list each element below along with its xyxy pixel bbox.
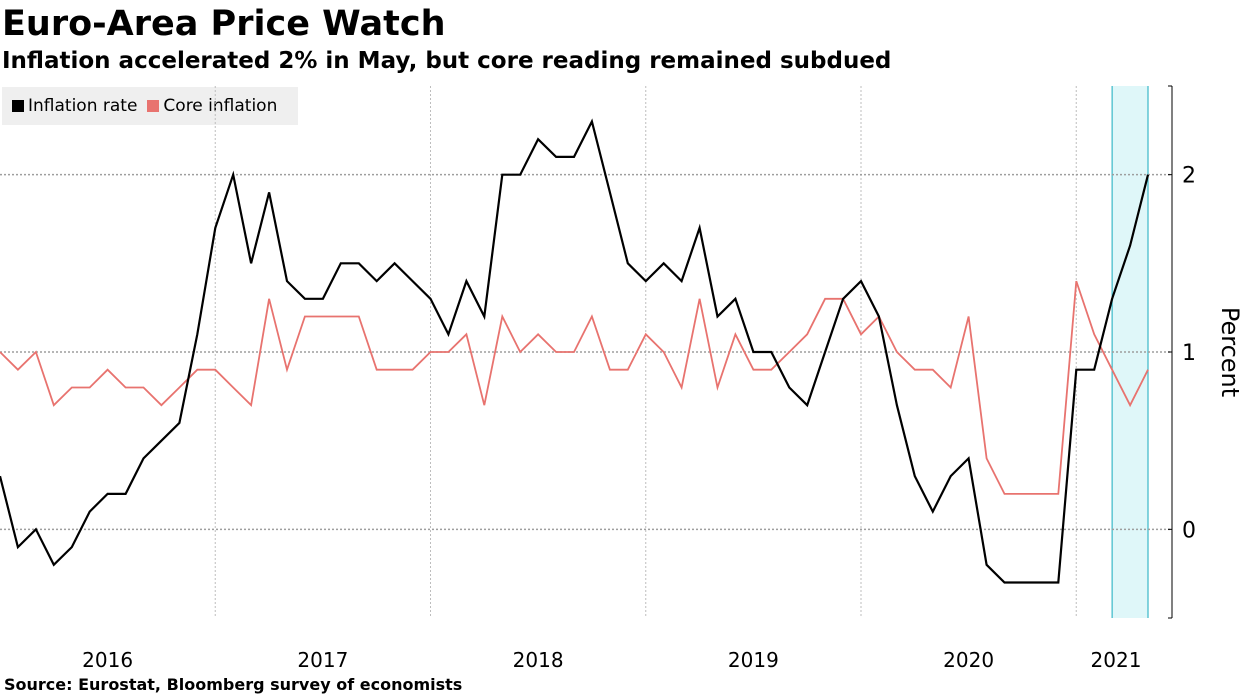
source-note: Source: Eurostat, Bloomberg survey of ec… [4,675,463,694]
chart-subtitle: Inflation accelerated 2% in May, but cor… [2,48,892,74]
series-layer [0,118,1150,584]
x-tick-label: 2018 [513,648,564,672]
legend-item-core-inflation: Core inflation [147,96,277,116]
x-axis: 2016 2017 2018 2019 2020 2021 [82,648,1141,672]
y-axis: 0 1 2 [1168,85,1196,619]
x-tick-label: 2019 [728,648,779,672]
x-tick-label: 2017 [297,648,348,672]
legend-item-inflation-rate: Inflation rate [12,96,137,116]
legend-label-inflation-rate: Inflation rate [28,96,138,116]
y-axis-label: Percent [1216,307,1240,397]
highlight-band [1112,86,1148,618]
legend: Inflation rate Core inflation [2,87,298,125]
series-line-inflation-rate [0,118,1150,584]
legend-swatch-core-inflation [147,100,160,112]
chart-title: Euro-Area Price Watch [2,4,446,44]
grid-layer [0,86,1172,618]
x-tick-label: 2016 [82,648,133,672]
y-tick-label: 2 [1182,164,1196,189]
x-tick-label: 2021 [1091,648,1142,672]
legend-swatch-inflation-rate [12,100,24,112]
x-tick-label: 2020 [943,648,994,672]
series-line-core-inflation [0,280,1149,495]
legend-label-core-inflation: Core inflation [163,96,278,116]
y-tick-label: 0 [1182,518,1196,543]
y-tick-label: 1 [1182,341,1196,366]
